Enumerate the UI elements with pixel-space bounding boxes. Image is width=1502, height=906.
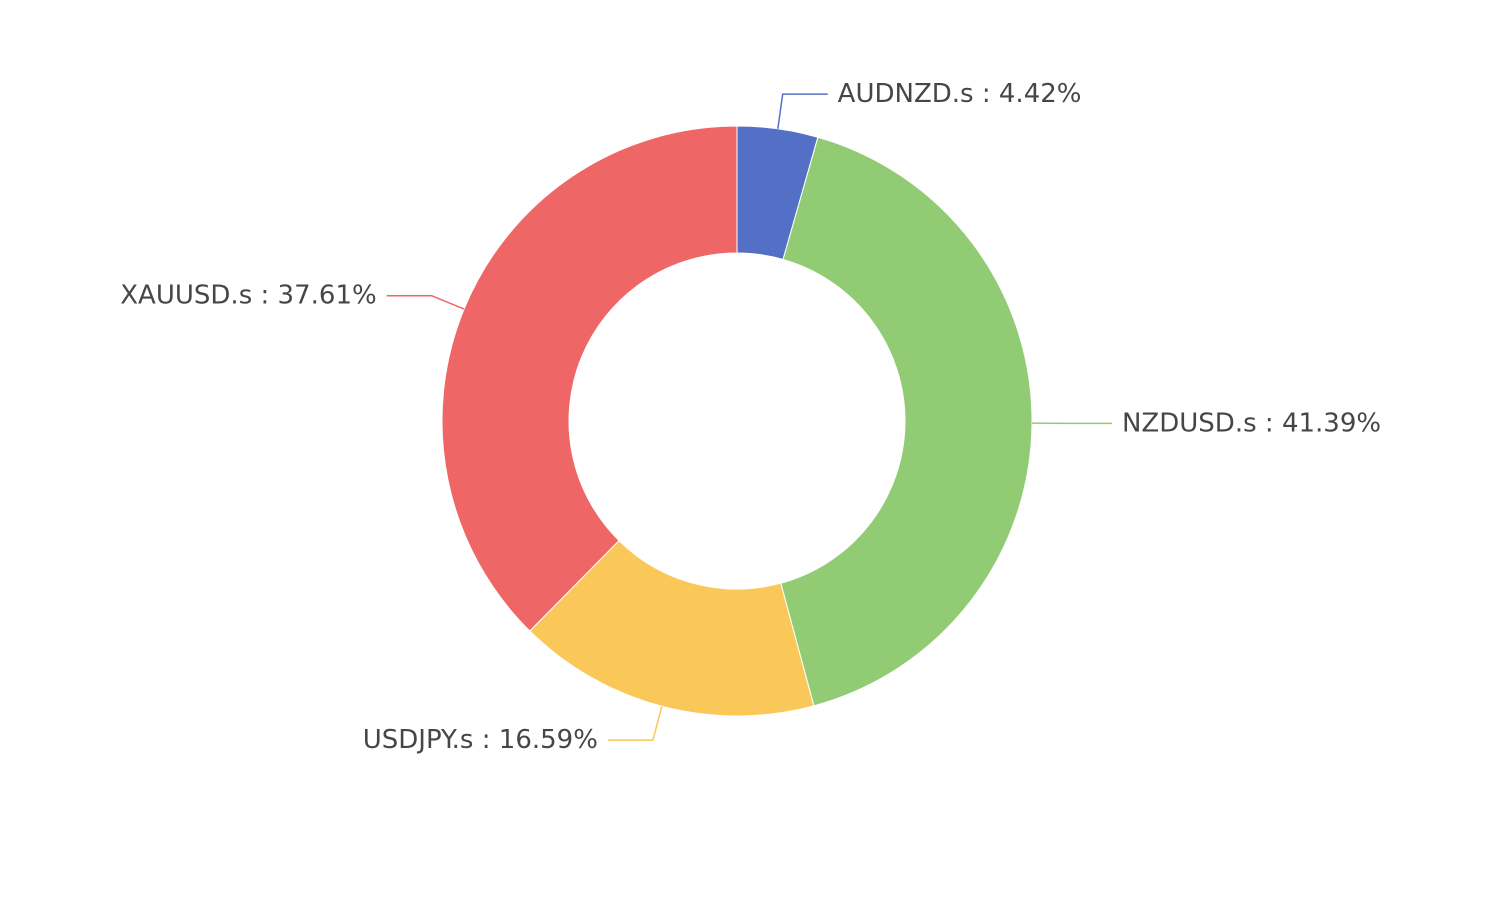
label-category: XAUUSD.s (120, 280, 252, 310)
leader-line (607, 706, 663, 741)
leader-line (777, 93, 828, 129)
slice-label: USDJPY.s : 16.59% (363, 725, 598, 755)
label-category: USDJPY.s (363, 725, 474, 755)
label-separator: : (1257, 408, 1282, 438)
slice-label: AUDNZD.s : 4.42% (838, 79, 1082, 109)
slice-label: NZDUSD.s : 41.39% (1122, 408, 1381, 438)
donut-slice (780, 136, 1033, 707)
label-separator: : (473, 725, 498, 755)
label-value: 4.42% (999, 79, 1082, 109)
slice-label: XAUUSD.s : 37.61% (120, 280, 376, 310)
label-separator: : (252, 280, 277, 310)
label-category: AUDNZD.s (838, 79, 974, 109)
leader-line (386, 294, 465, 310)
label-separator: : (974, 79, 999, 109)
label-value: 16.59% (499, 725, 598, 755)
donut-slice (441, 125, 738, 632)
label-value: 41.39% (1282, 408, 1381, 438)
donut-slice (529, 539, 815, 717)
label-value: 37.61% (278, 280, 377, 310)
label-category: NZDUSD.s (1122, 408, 1257, 438)
